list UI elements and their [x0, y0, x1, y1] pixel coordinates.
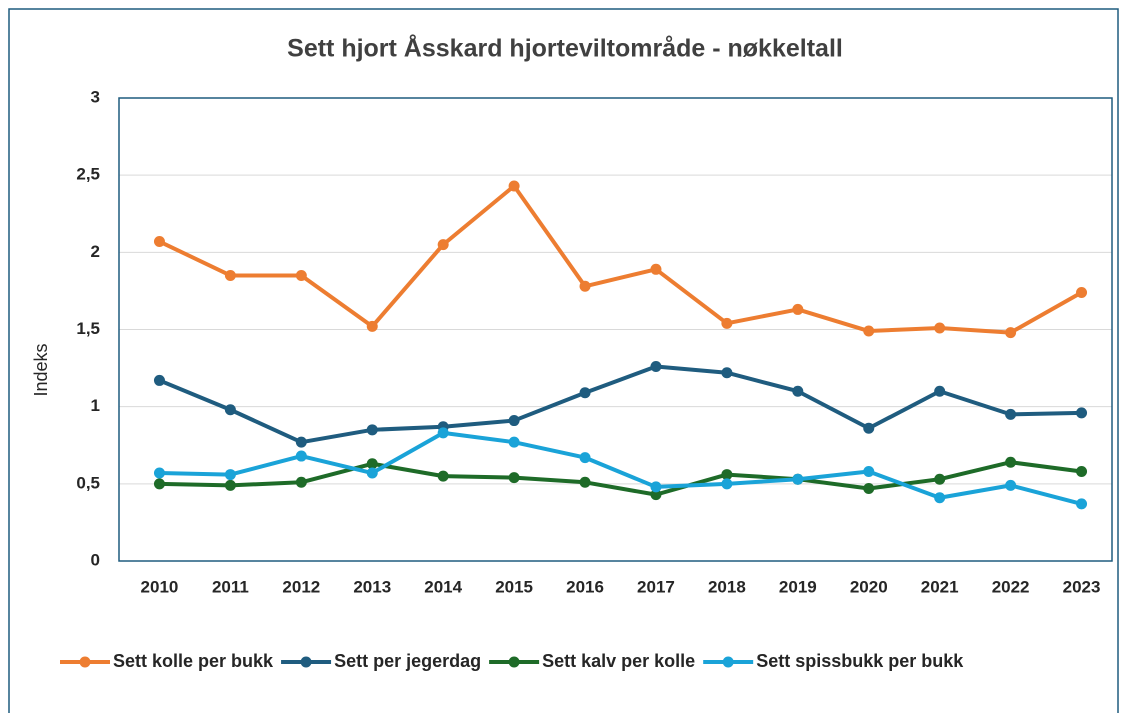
point — [153, 236, 165, 248]
x-tick-label: 2016 — [566, 577, 604, 596]
x-tick-label: 2010 — [141, 577, 179, 596]
point — [508, 436, 520, 448]
series-line — [159, 430, 1083, 506]
point — [1005, 456, 1017, 468]
point — [650, 263, 662, 275]
point — [792, 303, 804, 315]
point — [721, 478, 733, 490]
point — [366, 320, 378, 332]
point — [508, 415, 520, 427]
point — [224, 404, 236, 416]
y-tick-label: 3 — [91, 87, 100, 106]
point — [1076, 407, 1088, 419]
x-tick-label: 2020 — [850, 577, 888, 596]
legend-label: Sett per jegerdag — [334, 651, 481, 671]
x-tick-label: 2021 — [921, 577, 959, 596]
point — [153, 467, 165, 479]
point — [863, 422, 875, 434]
point — [1005, 327, 1017, 339]
point — [650, 489, 662, 501]
legend-marker — [508, 656, 520, 668]
x-tick-label: 2013 — [353, 577, 391, 596]
point — [508, 472, 520, 484]
point — [224, 479, 236, 491]
point — [1076, 286, 1088, 298]
point — [295, 476, 307, 488]
y-tick-label: 2 — [91, 242, 100, 261]
y-tick-label: 0,5 — [76, 473, 100, 492]
point — [1076, 465, 1088, 477]
legend-marker — [300, 656, 312, 668]
point — [437, 239, 449, 251]
y-tick-label: 1 — [91, 396, 100, 415]
point — [579, 280, 591, 292]
point — [295, 269, 307, 281]
x-tick-label: 2011 — [212, 577, 249, 596]
point — [1076, 498, 1088, 510]
y-tick-label: 0 — [91, 550, 100, 569]
point — [437, 427, 449, 439]
x-tick-label: 2012 — [282, 577, 320, 596]
point — [153, 374, 165, 386]
point — [224, 269, 236, 281]
legend-label: Sett kalv per kolle — [542, 651, 695, 671]
point — [153, 478, 165, 490]
point — [579, 476, 591, 488]
x-tick-label: 2017 — [637, 577, 675, 596]
point — [792, 473, 804, 485]
point — [792, 385, 804, 397]
x-tick-label: 2015 — [495, 577, 533, 596]
legend-marker — [722, 656, 734, 668]
plot-frame — [118, 97, 1113, 562]
series-line — [159, 460, 1082, 497]
point — [650, 361, 662, 373]
legend-label: Sett spissbukk per bukk — [756, 651, 964, 671]
point — [579, 452, 591, 464]
legend-marker — [79, 656, 91, 668]
x-tick-label: 2018 — [708, 577, 746, 596]
point — [366, 424, 378, 436]
point — [934, 322, 946, 334]
point — [295, 436, 307, 448]
y-tick-label: 2,5 — [76, 165, 100, 184]
point — [863, 482, 875, 494]
point — [650, 481, 662, 493]
point — [934, 385, 946, 397]
point — [437, 470, 449, 482]
x-tick-label: 2022 — [992, 577, 1030, 596]
chart-frame — [8, 8, 1119, 713]
series-line — [158, 183, 1083, 335]
point — [934, 473, 946, 485]
point — [366, 458, 378, 470]
point — [366, 467, 378, 479]
x-tick-label: 2014 — [424, 577, 462, 596]
legend-label: Sett kolle per bukk — [113, 651, 274, 671]
series-line — [158, 364, 1082, 445]
point — [295, 450, 307, 462]
point — [508, 180, 520, 192]
point — [1005, 408, 1017, 420]
point — [1005, 479, 1017, 491]
y-axis-label: Indeks — [31, 343, 51, 396]
point — [721, 317, 733, 329]
y-tick-label: 1,5 — [76, 319, 100, 338]
point — [863, 465, 875, 477]
x-tick-label: 2023 — [1063, 577, 1101, 596]
chart-title: Sett hjort Åsskard hjorteviltområde - nø… — [287, 34, 843, 63]
x-tick-label: 2019 — [779, 577, 817, 596]
point — [721, 469, 733, 481]
point — [224, 469, 236, 481]
point — [721, 367, 733, 379]
point — [579, 387, 591, 399]
point — [934, 492, 946, 504]
point — [863, 325, 875, 337]
